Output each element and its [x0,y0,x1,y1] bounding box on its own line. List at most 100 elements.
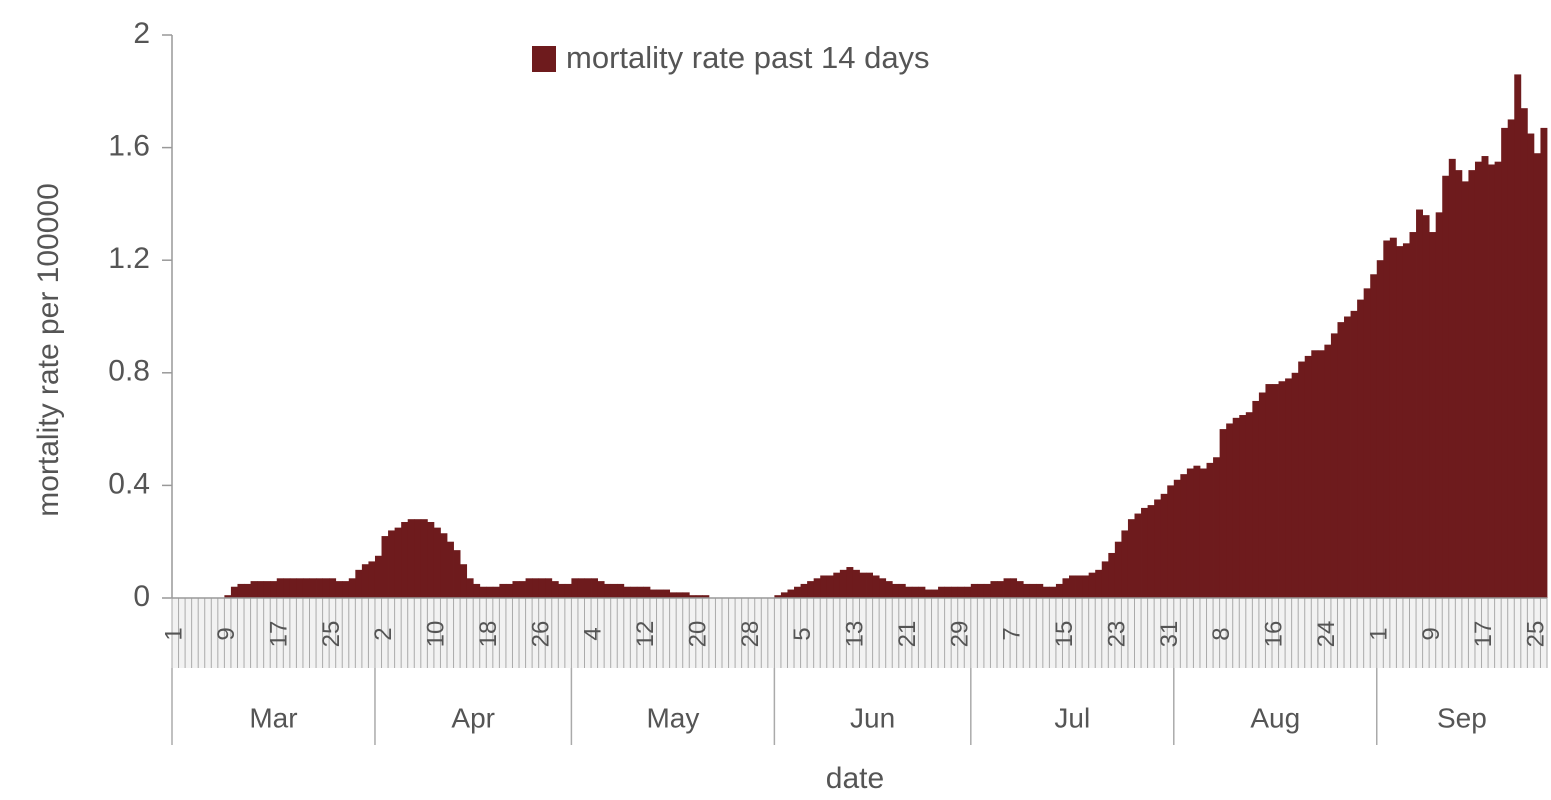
bar [1154,499,1162,598]
bar [283,578,291,598]
x-axis-label: date [826,762,884,795]
bar [1507,119,1515,598]
bar [669,592,677,598]
bar [584,578,592,598]
bar [1213,457,1221,598]
month-label: Jun [850,702,895,733]
bar [1357,299,1365,598]
bar [1193,465,1201,598]
bar [1010,578,1018,598]
bar [1186,468,1194,598]
bar [1147,505,1155,598]
bar [479,586,487,598]
x-tick-label: 9 [213,627,240,640]
bar [1317,350,1325,598]
bar [1540,127,1548,599]
month-label: Aug [1250,702,1300,733]
bar [1167,485,1175,598]
bar [833,572,841,598]
legend-label: mortality rate past 14 days [566,40,930,75]
bar [1075,575,1083,598]
bar [230,586,238,598]
bar [407,519,415,598]
bar [617,583,625,598]
bar [1304,355,1312,598]
bar [1206,462,1214,598]
bar [1383,240,1391,598]
bar [1173,479,1181,598]
x-tick-label: 2 [370,627,397,640]
bar [649,589,657,598]
x-tick-label: 8 [1208,627,1235,640]
bar [885,581,893,598]
bar [1049,586,1057,598]
x-tick-label: 1 [1365,627,1392,640]
bar [1095,569,1103,598]
bar [610,583,618,598]
bar [237,583,245,598]
bar [839,569,847,598]
bar [859,572,867,598]
y-tick-label: 0.8 [108,355,150,388]
x-tick-label: 5 [789,627,816,640]
bar [244,583,251,598]
bar [420,519,428,598]
x-tick-label: 18 [475,621,502,648]
bar [1291,372,1299,598]
bar [1088,572,1096,598]
bar [1232,417,1240,598]
bar [427,521,435,598]
bar [898,583,906,598]
bar [1003,578,1011,598]
bar [1082,575,1090,598]
bar [813,578,821,598]
bar [1134,513,1142,598]
bar [1527,133,1535,598]
bar [571,578,579,598]
bar [1016,581,1024,598]
bar [1042,586,1050,598]
bar [1252,400,1260,598]
bar [466,578,474,598]
bar [964,586,972,598]
month-label: Apr [451,702,495,733]
bar [1108,552,1116,598]
bar [807,581,815,598]
bar [1474,161,1482,599]
bar [302,578,310,598]
bar [1062,578,1070,598]
bar [486,586,494,598]
bar [1101,561,1109,598]
bar [1265,384,1273,598]
bar [643,586,651,598]
bar [1160,493,1168,598]
bar [983,583,991,598]
bar [1226,423,1234,598]
bar [702,595,710,598]
x-tick-label: 7 [999,627,1026,640]
x-tick-label: 21 [894,621,921,648]
bar [1468,170,1476,598]
bar [1199,468,1207,598]
bar [656,589,664,598]
bar [676,592,684,598]
bar [296,578,304,598]
bar [335,581,343,598]
bar [1258,392,1266,598]
bar [938,586,946,598]
x-tick-label: 31 [1156,621,1183,648]
bar [630,586,638,598]
bar [316,578,323,598]
bar [1029,583,1037,598]
bar [866,572,873,598]
bar [270,581,278,598]
bar [1435,212,1443,598]
x-tick-label: 10 [423,621,450,648]
bar [473,583,481,598]
x-tick-label: 24 [1313,621,1340,648]
bar [414,519,422,598]
bar [1488,164,1496,599]
x-tick-label: 15 [1051,621,1078,648]
